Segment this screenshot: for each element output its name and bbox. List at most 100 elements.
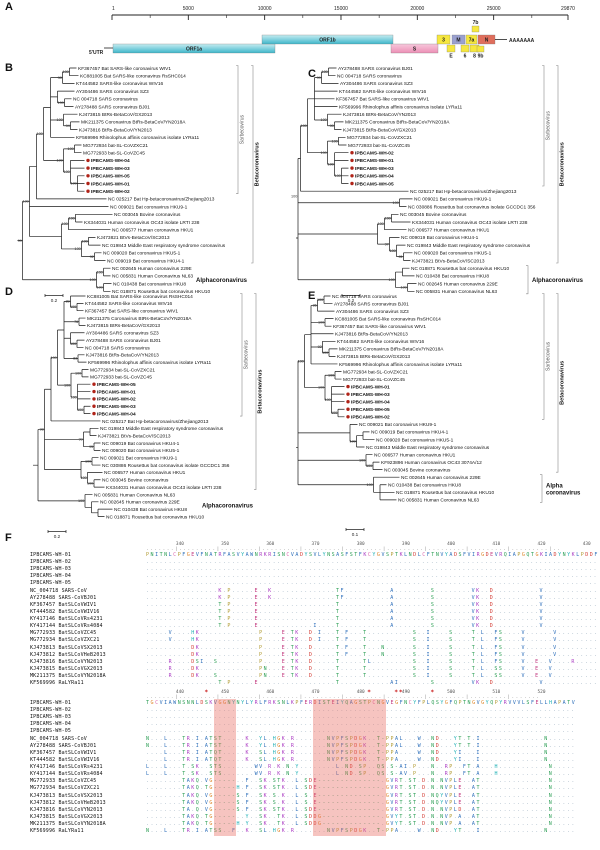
- alignment-row-name: IPBCAMS-WH-01: [30, 700, 72, 706]
- alignment-row-name: KY417146 BatSLCoVRs4231: [30, 764, 103, 771]
- tree-tip-label: NC 019843 Middle East respiratory syndro…: [100, 426, 224, 432]
- tree-tip-label: NC 025217 Bat Hp-betacoronavirus/Zhejian…: [410, 189, 517, 195]
- clade-label-sarbeco: Sarbecovirus: [546, 111, 552, 141]
- scale-bar: [345, 528, 365, 531]
- tree-tip-label: KJ473821 BtVs-BetaCoV/SC2013: [97, 235, 170, 241]
- tree-tip-label: NC 018871 Rousettus bat coronavirus HKU1…: [411, 266, 509, 272]
- clade-label-beta: Betacoronavirus: [560, 142, 566, 186]
- alignment-row-sequence: ..........DK.............P....E.TK..D...…: [146, 651, 599, 658]
- alignment-row-name: KT444582 BatSLCoVWIV16: [30, 756, 100, 763]
- tree-panel-d: KC881005 Bat SARS-like coronavirus RsSHC…: [33, 293, 264, 539]
- tree-branches: [296, 295, 400, 501]
- alignment-row-name: MG772934 BatSLCoVZXC21: [30, 785, 100, 792]
- tree-tip-label: NC 006577 Human coronavirus HKU1: [374, 452, 456, 458]
- clade-label-alpha: Alphacoronavirus: [532, 278, 584, 284]
- alignment-row-sequence: ........................................…: [146, 580, 599, 587]
- alignment-row-name: KF367457 BatSLCoVWIV1: [30, 601, 97, 608]
- alignment-row-name: KY417146 BatSLCoVRs4231: [30, 616, 103, 623]
- tree-branches: [17, 67, 113, 292]
- tree-tip-label: KX344031 Human coronavirus OC43 isolate …: [84, 220, 200, 226]
- alignment-row-name: IPBCAMS-WH-04: [30, 721, 72, 728]
- tree-tip-label: IPBCAMS-WH-02: [351, 415, 390, 421]
- alignment-row-name: KF569996 RaLYRa11: [30, 680, 84, 687]
- tree-tip-label: KJ473816 BtRs-BetaCoV/YN2013: [335, 332, 408, 338]
- alignment-ruler-number: 410: [492, 542, 501, 547]
- alignment-row-name: KY417144 BatSLCoVRs4084: [30, 771, 103, 778]
- tree-tip-label: NC 018871 Rousettus bat coronavirus HKU1…: [396, 490, 494, 496]
- tree-tip-label: KX344031 Human coronavirus OC43 isolate …: [412, 220, 528, 226]
- alignment-row-name: IPBCAMS-WH-03: [30, 714, 72, 721]
- gene-box-orf1b: [261, 34, 394, 45]
- gene-box-s: [390, 43, 439, 54]
- tree-tip-label: KC881005 Bat SARS-like coronavirus RsSHC…: [87, 294, 193, 300]
- tree-tip-label: NC 004718 SARS coronavirus: [73, 97, 138, 103]
- tree-tip-label: NC 030886 Rousettus bat coronavirus isol…: [102, 463, 230, 469]
- tree-tip-label: KF367457 Bat SARS-like coronavirus WIV1: [85, 309, 178, 315]
- clade-label-sarbeco: Sarbecovirus: [240, 115, 246, 145]
- tree-branches: [296, 67, 417, 292]
- alignment-row-name: KT444582 BatSLCoVWIV16: [30, 608, 100, 615]
- tree-tip-label: AY278488 SARS coronavirus BJ01: [86, 338, 161, 344]
- clade-bracket: [240, 293, 243, 417]
- panel-label-a: A: [5, 1, 13, 13]
- clade-label-alpha: Alphacoronavirus: [202, 503, 254, 509]
- gene-label-g7b: 7b: [473, 20, 479, 26]
- marked-tip-dot: [92, 404, 96, 408]
- scale-bar-label: 0.1: [352, 532, 359, 537]
- tree-tip-label: IPBCAMS-WH-05: [91, 174, 130, 180]
- alignment-row-name: MK211375 BatSLCoVYN2018A: [30, 673, 106, 680]
- tree-tip-label: MG772934 bat-SL-CoVZXC21: [343, 369, 408, 375]
- clade-label-alpha: Alphacoronavirus: [196, 278, 248, 284]
- tree-tip-label: NC 019843 Middle East respiratory syndro…: [407, 243, 531, 249]
- panel-label-c: C: [308, 68, 316, 80]
- alignment-ruler-number: 500: [447, 690, 456, 695]
- gene-box-m: [451, 34, 466, 45]
- tree-tip-label: IPBCAMS-WH-01: [351, 384, 390, 390]
- tree-tip-label: KT444582 SARS-like coronavirus WIV16: [339, 89, 427, 95]
- alignment-row-name: IPBCAMS-WH-01: [30, 552, 72, 558]
- tree-tip-label: IPBCAMS-WH-02: [355, 151, 394, 157]
- alignment-row-name: MG772933 BatSLCoVZC45: [30, 778, 97, 785]
- alignment-ruler-ticks: .......|.........|.........|.........|..…: [146, 547, 562, 552]
- tree-tip-label: NC 010438 Bat coronavirus HKU8: [416, 274, 489, 280]
- alignment-row-sequence: ................K.P.....E..K............…: [146, 594, 599, 601]
- alignment-ruler-number: 370: [311, 542, 320, 547]
- alignment-ruler-number: 460: [266, 690, 275, 695]
- tree-tip-label: KF569996 Rhinolophus affinis coronavirus…: [76, 135, 200, 141]
- tree-tip-label: MG772934 bat-SL-CoVZXC21: [347, 135, 412, 141]
- clade-bracket: [251, 65, 254, 264]
- marked-tip-dot: [350, 158, 354, 163]
- tree-tip-label: IPBCAMS-WH-02: [97, 397, 136, 403]
- tree-tip-label: MG772933 bat-SL-CoVZC45: [348, 143, 410, 149]
- clade-bracket: [556, 65, 559, 264]
- ruler-tick-label: 29870: [561, 6, 575, 12]
- gene-label-m: M: [456, 37, 460, 43]
- tree-tip-label: IPBCAMS-WH-03: [97, 404, 136, 410]
- tree-tip-label: KJ473816 BtRs-BetaCoV/YN2013: [343, 112, 416, 118]
- marked-tip-dot: [346, 407, 350, 411]
- key-residue-star: *: [394, 688, 398, 696]
- clade-bracket: [556, 293, 559, 473]
- tree-tip-label: NC 030886 Rousettus bat coronavirus isol…: [408, 204, 536, 210]
- clade-label-beta: Betacoronavirus: [255, 142, 261, 186]
- alignment-ruler-number: 450: [221, 690, 230, 695]
- tree-tip-label: NC 025217 Bat Hp-betacoronavirus/Zhejian…: [108, 197, 215, 203]
- tree-tip-label: NC 009020 Bat coronavirus HKU5-1: [376, 437, 454, 443]
- tree-tip-label: MG772934 bat-SL-CoVZXC21: [90, 367, 155, 373]
- alignment-row-name: AY278488 SARS-CoVBJ01: [30, 594, 97, 601]
- tree-tip-label: IPBCAMS-WH-04: [351, 400, 390, 406]
- tree-tip-label: IPBCAMS-WH-04: [355, 174, 394, 180]
- tree-branches: [33, 295, 113, 517]
- alignment-ruler-number: 400: [447, 542, 456, 547]
- tree-tip-label: MK211375 Coronavirus BtRs-BetaCoV/YN2018…: [81, 120, 186, 126]
- genome-organization-diagram: 1 5000 10000 15000 20000 25000 29870ORF1aORF1b…: [89, 6, 575, 60]
- alignment-row-sequence: ................T.P.....E...............…: [146, 608, 599, 615]
- alignment-ruler-number: 490: [401, 690, 410, 695]
- alignment-row-name: IPBCAMS-WH-02: [30, 559, 72, 566]
- tree-tip-label: KF367457 Bat SARS-like coronavirus WIV1: [78, 66, 171, 72]
- alignment-row-sequence: ................K.P.....E..K............…: [146, 587, 599, 594]
- tree-tip-label: NC 009019 Bat coronavirus HKU4-1: [107, 258, 185, 264]
- alignment-row-sequence: PNITNLCPFGEVFNATRFASVYAWNRKRISNCVADYSVLY…: [146, 552, 599, 558]
- alignment-row-sequence: ................T.P.....E............I..…: [146, 623, 599, 630]
- alignment-row-name: KJ473815 BatSLCoVGX2013: [30, 665, 103, 672]
